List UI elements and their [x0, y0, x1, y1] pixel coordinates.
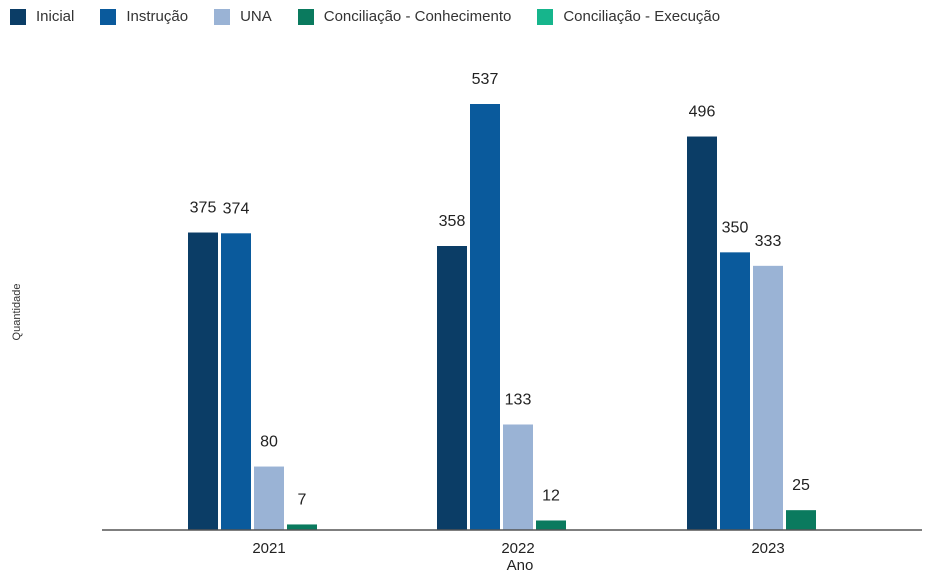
- bar-value-label: 7: [298, 491, 307, 508]
- bar: [753, 266, 783, 530]
- x-tick-label: 2022: [501, 540, 534, 557]
- bar-value-label: 333: [755, 233, 782, 250]
- bar-value-label: 133: [505, 391, 532, 408]
- x-tick-labels: 2021 2022 2023: [252, 540, 784, 557]
- bar-value-label: 25: [792, 477, 810, 494]
- bar-value-label: 496: [689, 104, 716, 121]
- bar: [503, 424, 533, 530]
- x-axis-title: Ano: [507, 557, 534, 572]
- bar-value-label: 374: [223, 200, 250, 217]
- bar-value-label: 537: [472, 71, 499, 88]
- x-tick-label: 2023: [751, 540, 784, 557]
- bar: [221, 233, 251, 530]
- bar: [786, 510, 816, 530]
- bar: [687, 137, 717, 530]
- bar-value-label: 358: [439, 213, 466, 230]
- bar-value-label: 80: [260, 434, 278, 451]
- bar: [254, 467, 284, 530]
- bar: [188, 233, 218, 530]
- bar: [536, 520, 566, 530]
- bar: [437, 246, 467, 530]
- y-axis-title: Quantidade: [11, 284, 23, 341]
- bar: [470, 104, 500, 530]
- bar-value-label: 375: [190, 200, 217, 217]
- bar-value-label: 350: [722, 219, 749, 236]
- bar-value-label: 12: [542, 487, 560, 504]
- bar: [720, 252, 750, 530]
- bar: [287, 524, 317, 530]
- x-tick-label: 2021: [252, 540, 285, 557]
- bars-layer: [188, 104, 816, 530]
